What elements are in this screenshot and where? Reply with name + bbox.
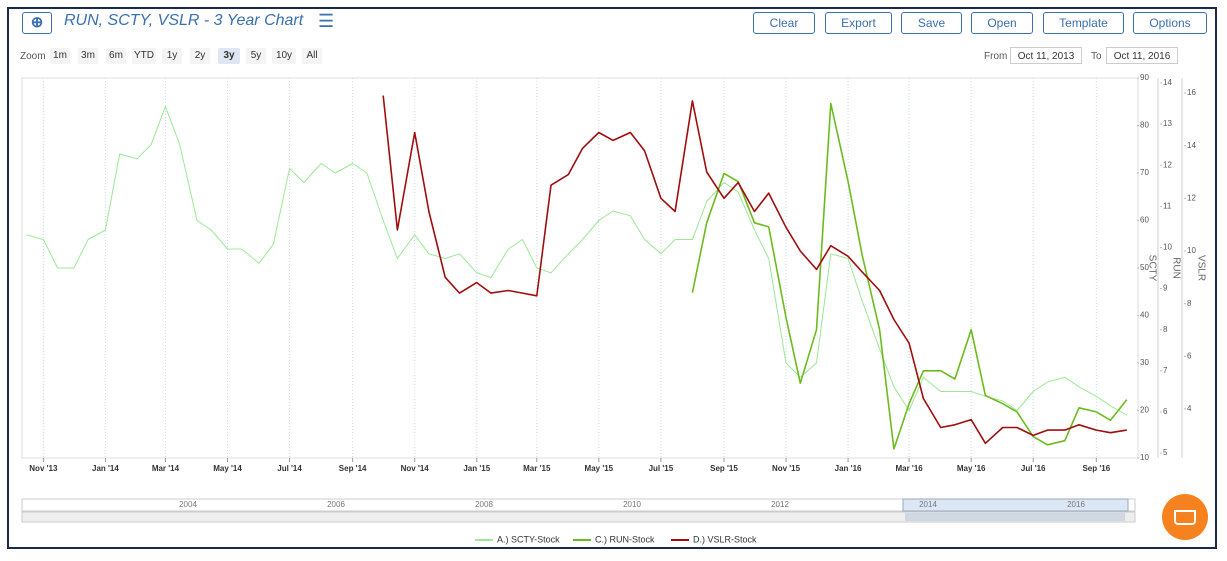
from-input[interactable]: Oct 11, 2013 <box>1010 47 1082 64</box>
y-tick-label: 50 <box>1140 263 1149 272</box>
y-tick-label: 12 <box>1187 193 1196 202</box>
zoom-button[interactable]: 1y <box>162 48 182 64</box>
x-tick-label: Jul '14 <box>277 464 302 473</box>
y-axis-title: VSLR <box>1195 255 1206 281</box>
y-tick-label: 6 <box>1163 407 1168 416</box>
x-tick-label: May '16 <box>957 464 986 473</box>
navigator-label: 2016 <box>1067 500 1085 509</box>
y-tick-label: 6 <box>1187 351 1192 360</box>
y-tick-label: 14 <box>1163 78 1172 87</box>
y-axis-title: SCTY <box>1146 255 1157 282</box>
zoom-button[interactable]: 6m <box>106 48 126 64</box>
plot-area <box>21 77 1139 459</box>
x-tick-label: May '15 <box>585 464 614 473</box>
zoom-button[interactable]: 3y <box>218 48 240 64</box>
y-tick-label: 60 <box>1140 216 1149 225</box>
toolbar-button[interactable]: Export <box>825 12 892 34</box>
legend-label: A.) SCTY-Stock <box>497 534 560 544</box>
y-tick-label: 8 <box>1163 325 1168 334</box>
y-axis-title: RUN <box>1170 257 1181 279</box>
navigator-label: 2014 <box>919 500 937 509</box>
navigator-label: 2012 <box>771 500 789 509</box>
menu-icon[interactable]: ☰ <box>318 11 335 31</box>
y-tick-label: 13 <box>1163 119 1172 128</box>
x-tick-label: Sep '16 <box>1082 464 1110 473</box>
navigator-label: 2010 <box>623 500 641 509</box>
x-tick-label: Nov '13 <box>29 464 58 473</box>
zoom-button[interactable]: 2y <box>190 48 210 64</box>
y-tick-label: 11 <box>1163 201 1172 210</box>
y-tick-label: 10 <box>1163 243 1172 252</box>
scrollbar-thumb[interactable] <box>905 513 1125 521</box>
zoom-button[interactable]: YTD <box>132 48 156 64</box>
y-tick-label: 9 <box>1163 284 1168 293</box>
x-tick-label: Mar '14 <box>152 464 180 473</box>
add-button[interactable]: ⊕ <box>22 12 52 34</box>
chat-button[interactable] <box>1162 494 1208 540</box>
y-tick-label: 90 <box>1140 73 1149 82</box>
y-tick-label: 20 <box>1140 406 1149 415</box>
series-line <box>25 106 1128 416</box>
x-tick-label: May '14 <box>213 464 242 473</box>
y-tick-label: 5 <box>1163 448 1168 457</box>
toolbar-button[interactable]: Clear <box>753 12 815 34</box>
zoom-button[interactable]: 3m <box>78 48 98 64</box>
navigator-label: 2004 <box>179 500 197 509</box>
series-line <box>691 102 1128 450</box>
y-tick-label: 30 <box>1140 358 1149 367</box>
to-label: To <box>1091 51 1102 62</box>
chart-title: RUN, SCTY, VSLR - 3 Year Chart <box>64 12 304 29</box>
x-tick-label: Nov '14 <box>401 464 430 473</box>
legend-label: D.) VSLR-Stock <box>693 534 757 544</box>
series-line <box>382 95 1127 445</box>
navigator[interactable] <box>21 498 1136 512</box>
x-tick-label: Sep '15 <box>710 464 738 473</box>
navigator-label: 2008 <box>475 500 493 509</box>
x-tick-label: Jul '15 <box>649 464 674 473</box>
toolbar-button[interactable]: Save <box>901 12 962 34</box>
toolbar-button[interactable]: Open <box>971 12 1033 34</box>
y-tick-label: 8 <box>1187 299 1192 308</box>
zoom-label: Zoom <box>20 51 46 62</box>
navigator-selection[interactable] <box>902 498 1129 512</box>
zoom-button[interactable]: 10y <box>272 48 296 64</box>
y-tick-label: 4 <box>1187 404 1192 413</box>
to-input[interactable]: Oct 11, 2016 <box>1106 47 1178 64</box>
frame <box>7 7 1217 549</box>
x-tick-label: Mar '15 <box>523 464 551 473</box>
chat-icon <box>1174 510 1196 525</box>
zoom-button[interactable]: 5y <box>246 48 266 64</box>
zoom-button[interactable]: 1m <box>50 48 70 64</box>
x-tick-label: Nov '15 <box>772 464 801 473</box>
x-tick-label: Sep '14 <box>339 464 367 473</box>
y-tick-label: 80 <box>1140 121 1149 130</box>
x-tick-label: Mar '16 <box>895 464 923 473</box>
navigator-label: 2006 <box>327 500 345 509</box>
from-label: From <box>984 51 1008 62</box>
x-tick-label: Jan '14 <box>92 464 119 473</box>
toolbar-button[interactable]: Template <box>1043 12 1124 34</box>
toolbar-button[interactable]: Options <box>1133 12 1207 34</box>
x-tick-label: Jan '16 <box>835 464 862 473</box>
y-tick-label: 10 <box>1187 246 1196 255</box>
y-tick-label: 7 <box>1163 366 1168 375</box>
y-tick-label: 12 <box>1163 160 1172 169</box>
y-tick-label: 40 <box>1140 311 1149 320</box>
y-tick-label: 16 <box>1187 88 1196 97</box>
y-tick-label: 10 <box>1140 453 1149 462</box>
x-tick-label: Jan '15 <box>463 464 490 473</box>
y-tick-label: 14 <box>1187 141 1196 150</box>
zoom-button[interactable]: All <box>302 48 322 64</box>
legend-label: C.) RUN-Stock <box>595 534 655 544</box>
scrollbar[interactable] <box>21 511 1136 523</box>
x-tick-label: Jul '16 <box>1021 464 1046 473</box>
y-tick-label: 70 <box>1140 168 1149 177</box>
